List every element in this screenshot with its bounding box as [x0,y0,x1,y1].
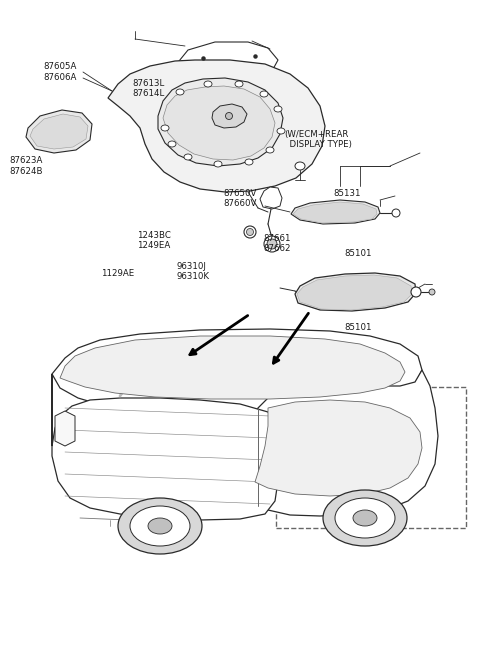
Polygon shape [295,273,416,311]
Polygon shape [250,370,438,516]
Polygon shape [291,200,380,224]
Ellipse shape [214,161,222,167]
Ellipse shape [118,498,202,554]
Ellipse shape [226,112,232,119]
Text: 85101: 85101 [345,323,372,332]
Text: 87605A
87606A: 87605A 87606A [43,62,77,82]
Text: 87650V
87660V: 87650V 87660V [224,189,257,209]
Polygon shape [30,114,88,149]
Ellipse shape [148,518,172,534]
FancyBboxPatch shape [276,387,466,528]
Polygon shape [255,400,422,496]
Ellipse shape [244,226,256,238]
Text: 87661
87662: 87661 87662 [263,234,290,253]
Ellipse shape [323,490,407,546]
Ellipse shape [392,209,400,217]
Polygon shape [52,374,278,520]
Text: 87613L
87614L: 87613L 87614L [132,79,164,98]
Text: (W/ECM+REAR
  DISPLAY TYPE): (W/ECM+REAR DISPLAY TYPE) [284,130,352,150]
Ellipse shape [335,498,395,538]
Text: 85131: 85131 [334,189,361,198]
Ellipse shape [353,510,377,526]
Polygon shape [293,202,377,223]
Ellipse shape [277,128,285,134]
Ellipse shape [266,147,274,153]
Ellipse shape [161,125,169,131]
Ellipse shape [260,91,268,97]
Ellipse shape [264,236,280,252]
Polygon shape [163,86,275,160]
Ellipse shape [184,154,192,160]
Ellipse shape [245,159,253,165]
Text: 1243BC
1249EA: 1243BC 1249EA [137,231,171,251]
Polygon shape [26,110,92,153]
Ellipse shape [247,228,253,236]
Polygon shape [175,42,278,78]
Polygon shape [60,336,405,399]
Polygon shape [260,187,282,209]
Polygon shape [55,411,75,446]
Text: 85101: 85101 [345,249,372,258]
Polygon shape [212,104,247,128]
Ellipse shape [176,89,184,95]
Text: 96310J
96310K: 96310J 96310K [177,262,210,281]
Polygon shape [108,60,325,192]
Polygon shape [297,275,412,310]
Ellipse shape [429,289,435,295]
Ellipse shape [411,287,421,297]
Text: 1129AE: 1129AE [101,269,134,278]
Polygon shape [52,329,422,412]
Ellipse shape [168,141,176,147]
Ellipse shape [295,162,305,170]
Ellipse shape [130,506,190,546]
Ellipse shape [235,81,243,87]
Ellipse shape [274,106,282,112]
Ellipse shape [267,239,277,249]
Polygon shape [158,78,283,166]
Text: 87623A
87624B: 87623A 87624B [10,156,43,176]
Ellipse shape [204,81,212,87]
